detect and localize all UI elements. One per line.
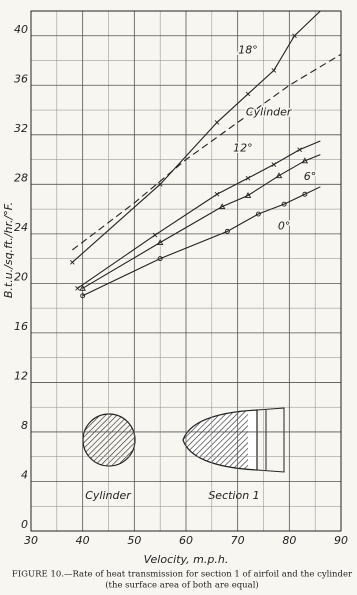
y-axis-label: B.t.u./sq.ft./hr./°F. [2, 202, 15, 298]
section-tail [256, 407, 285, 473]
cylinder-shape [82, 413, 136, 467]
marker [79, 284, 86, 291]
marker [157, 182, 163, 187]
marker [80, 293, 86, 299]
inset: Cylinder Section 1 [82, 407, 285, 502]
y-tick-label: 24 [14, 221, 28, 234]
marker [156, 239, 164, 245]
series-label: 12° [233, 141, 253, 154]
y-tick-label: 28 [14, 171, 28, 184]
marker [245, 91, 251, 97]
marker [224, 228, 230, 234]
series-label: 0° [278, 219, 291, 232]
marker [214, 191, 220, 197]
inset-label: Section 1 [208, 489, 259, 502]
caption: FIGURE 10.—Rate of heat transmission for… [12, 570, 353, 580]
x-tick-label: 50 [127, 534, 141, 547]
x-tick-label: 30 [24, 534, 38, 547]
marker [292, 33, 297, 39]
marker [301, 157, 309, 164]
marker [302, 191, 308, 197]
series-line [82, 154, 321, 289]
series-line [82, 186, 321, 297]
x-tick-label: 60 [179, 534, 193, 547]
y-tick-label: 16 [14, 320, 28, 333]
marker [255, 211, 261, 217]
marker [271, 68, 277, 73]
y-tick-label: 0 [21, 518, 28, 531]
caption: (the surface area of both are equal) [105, 580, 259, 591]
x-tick-label: 70 [231, 534, 245, 547]
marker [157, 256, 163, 262]
marker [75, 286, 80, 291]
series-label: 18° [238, 44, 258, 57]
marker [214, 120, 220, 125]
plot-frame [30, 10, 342, 532]
y-tick-label: 20 [14, 270, 28, 283]
marker [245, 175, 251, 181]
marker [218, 203, 226, 210]
series-line [72, 53, 342, 251]
x-tick-label: 40 [76, 534, 90, 547]
series-line [77, 140, 321, 289]
x-tick-label: 90 [334, 534, 348, 547]
y-tick-label: 36 [14, 72, 28, 85]
marker [275, 172, 283, 179]
marker [152, 232, 158, 238]
marker [244, 192, 252, 198]
series-label: 6° [304, 170, 317, 183]
x-axis-label: Velocity, m.p.h. [144, 553, 229, 566]
x-tick-label: 80 [282, 534, 296, 547]
marker [271, 162, 277, 167]
marker [297, 147, 302, 152]
y-tick-label: 32 [14, 122, 28, 135]
y-tick-label: 8 [21, 419, 28, 432]
y-tick-label: 40 [14, 23, 28, 36]
y-tick-label: 12 [14, 369, 28, 382]
marker [281, 201, 287, 207]
section-hatch [183, 410, 248, 470]
marker [70, 260, 75, 265]
series-label: Cylinder [246, 106, 293, 119]
plot: 30 40 50 60 70 80 90 0 4 8 12 16 20 24 28 32 36 40 18° Cyli… [14, 10, 348, 547]
y-tick-label: 4 [21, 468, 28, 481]
